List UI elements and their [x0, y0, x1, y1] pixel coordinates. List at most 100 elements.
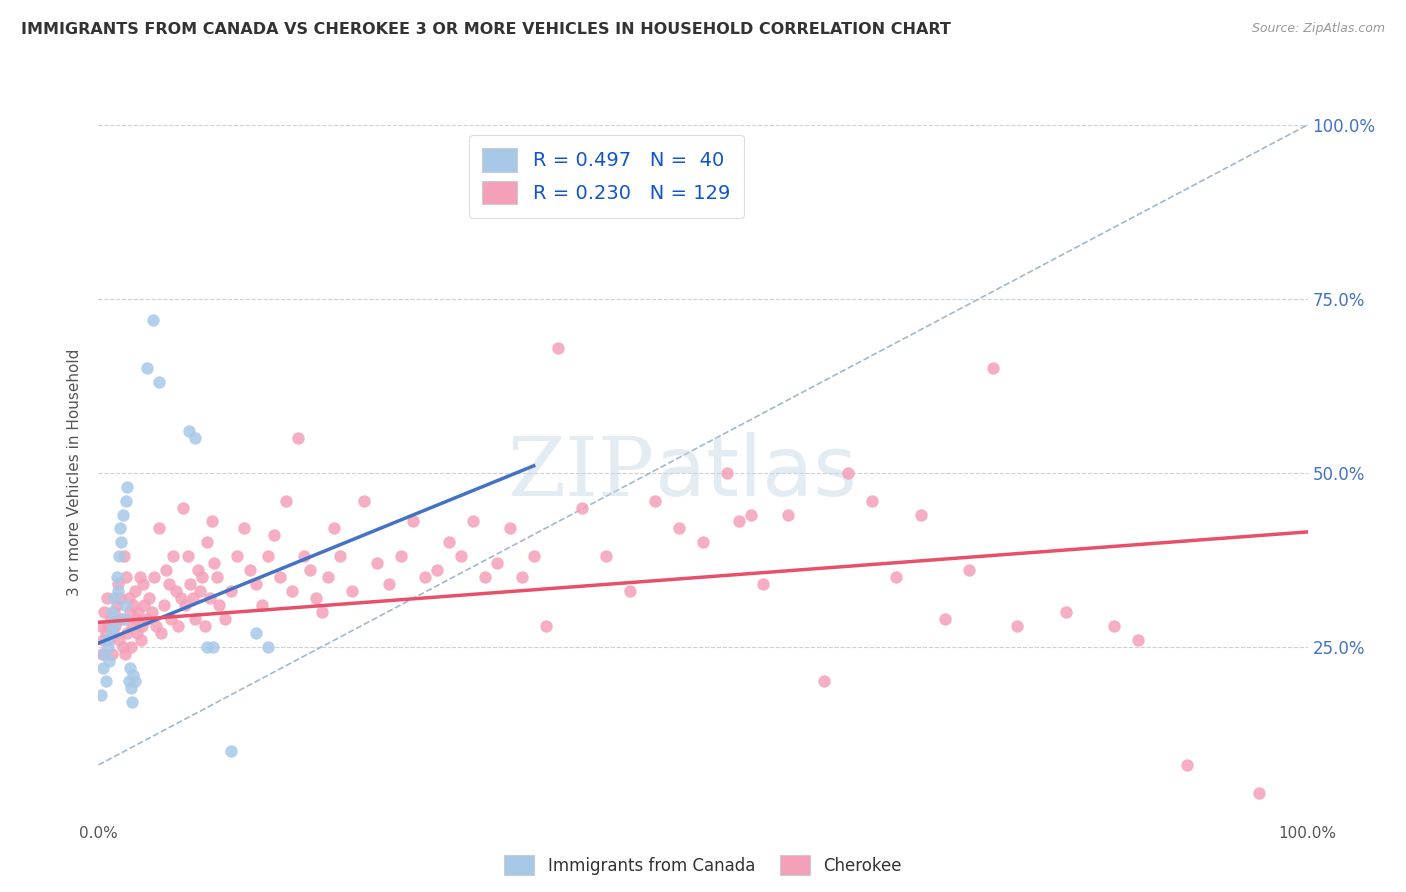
Point — [107, 584, 129, 599]
Point — [389, 549, 412, 564]
Point — [122, 598, 145, 612]
Point — [498, 521, 520, 535]
Point — [115, 570, 138, 584]
Point — [740, 508, 762, 522]
Point — [174, 598, 197, 612]
Point — [534, 619, 557, 633]
Point — [256, 549, 278, 564]
Point — [124, 674, 146, 689]
Point — [141, 605, 163, 619]
Point — [353, 493, 375, 508]
Point — [595, 549, 617, 564]
Point — [668, 521, 690, 535]
Point — [172, 500, 194, 515]
Point — [187, 563, 209, 577]
Point — [1249, 786, 1271, 800]
Point — [118, 674, 141, 689]
Point — [165, 584, 187, 599]
Point — [981, 361, 1004, 376]
Point — [329, 549, 352, 564]
Text: Source: ZipAtlas.com: Source: ZipAtlas.com — [1251, 22, 1385, 36]
Point — [145, 619, 167, 633]
Point — [377, 577, 399, 591]
Point — [96, 591, 118, 605]
Point — [148, 376, 170, 390]
Point — [96, 632, 118, 647]
Point — [110, 612, 132, 626]
Point — [142, 312, 165, 326]
Point — [860, 493, 883, 508]
Point — [118, 660, 141, 674]
Point — [167, 619, 190, 633]
Point — [108, 591, 131, 605]
Point — [644, 493, 666, 508]
Point — [226, 549, 249, 564]
Point — [1054, 605, 1077, 619]
Point — [239, 563, 262, 577]
Point — [143, 570, 166, 584]
Point — [232, 521, 254, 535]
Point — [124, 584, 146, 599]
Point — [366, 556, 388, 570]
Point — [100, 605, 122, 619]
Point — [90, 619, 112, 633]
Point — [157, 577, 180, 591]
Point — [114, 647, 136, 661]
Point — [132, 577, 155, 591]
Point — [127, 605, 149, 619]
Point — [179, 424, 201, 438]
Point — [195, 640, 218, 654]
Point — [131, 619, 153, 633]
Point — [93, 605, 115, 619]
Point — [162, 549, 184, 564]
Point — [107, 577, 129, 591]
Point — [91, 647, 114, 661]
Point — [934, 612, 956, 626]
Point — [160, 612, 183, 626]
Point — [1175, 758, 1198, 772]
Point — [120, 681, 142, 696]
Point — [204, 556, 226, 570]
Point — [111, 508, 134, 522]
Point — [281, 584, 304, 599]
Point — [121, 695, 143, 709]
Point — [135, 361, 157, 376]
Point — [112, 612, 135, 626]
Point — [108, 549, 131, 564]
Point — [91, 660, 114, 674]
Point — [177, 549, 200, 564]
Point — [117, 480, 139, 494]
Point — [108, 521, 131, 535]
Point — [437, 535, 460, 549]
Point — [98, 654, 121, 668]
Point — [94, 625, 117, 640]
Point — [98, 632, 121, 647]
Point — [127, 625, 149, 640]
Point — [118, 591, 141, 605]
Point — [179, 577, 201, 591]
Point — [125, 612, 148, 626]
Point — [120, 640, 142, 654]
Point — [837, 466, 859, 480]
Point — [101, 619, 124, 633]
Point — [619, 584, 641, 599]
Point — [221, 584, 243, 599]
Point — [148, 521, 170, 535]
Point — [100, 612, 122, 626]
Point — [886, 570, 908, 584]
Point — [94, 674, 117, 689]
Point — [108, 632, 131, 647]
Point — [1007, 619, 1029, 633]
Point — [221, 744, 243, 758]
Point — [292, 549, 315, 564]
Point — [316, 570, 339, 584]
Point — [263, 528, 285, 542]
Point — [100, 647, 122, 661]
Point — [169, 591, 191, 605]
Point — [510, 570, 533, 584]
Point — [105, 570, 128, 584]
Point — [474, 570, 496, 584]
Point — [194, 619, 217, 633]
Point — [274, 493, 297, 508]
Point — [1102, 619, 1125, 633]
